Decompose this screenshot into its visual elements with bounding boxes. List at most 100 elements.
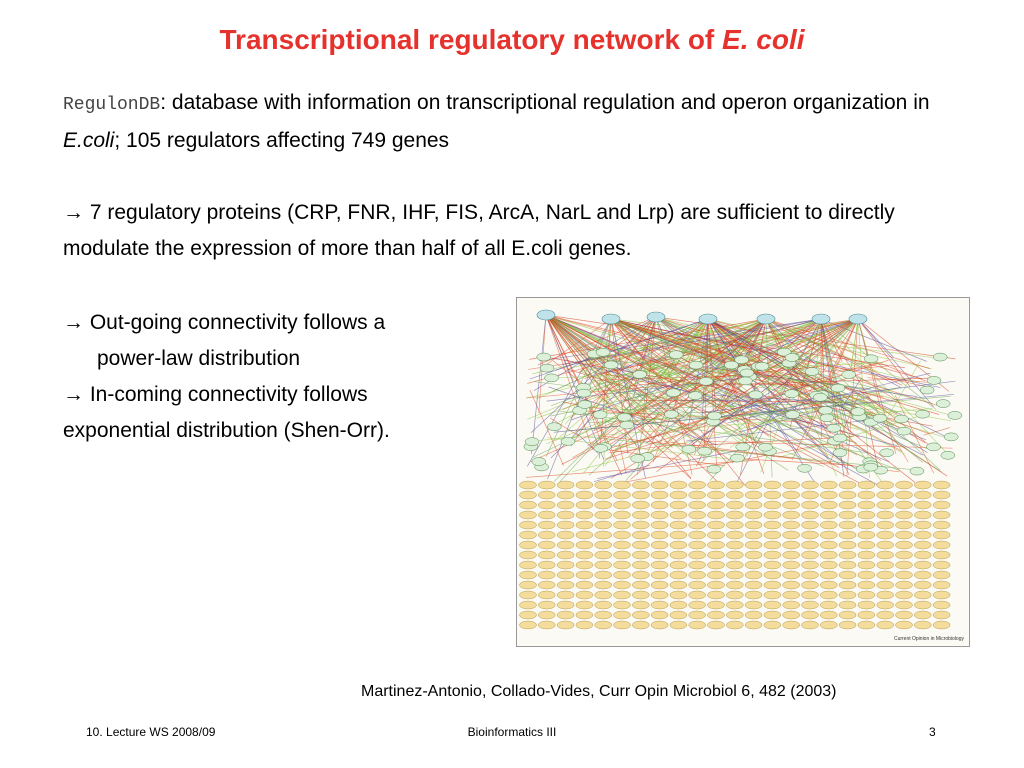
gene-node [876, 610, 894, 620]
gene-node [782, 610, 800, 620]
gene-node [820, 620, 838, 630]
gene-node [669, 480, 688, 490]
gene-node [538, 590, 556, 600]
gene-node [650, 480, 669, 490]
edge [545, 314, 673, 448]
edge [610, 318, 777, 428]
hub-node [646, 311, 666, 323]
regulator-node [879, 448, 894, 458]
gene-node [519, 500, 537, 510]
gene-node [519, 510, 537, 520]
gene-node [707, 480, 725, 490]
regulator-node [947, 411, 963, 420]
gene-node [763, 590, 782, 600]
gene-node [556, 540, 575, 550]
gene-node [744, 570, 763, 580]
edge [701, 318, 709, 419]
gene-node [688, 580, 706, 590]
edge [601, 435, 793, 459]
gene-node [820, 480, 838, 490]
gene-node [744, 530, 763, 540]
gene-node [707, 500, 725, 510]
gene-node [744, 620, 763, 630]
gene-node [895, 540, 913, 550]
gene-node [914, 570, 932, 580]
gene-node [669, 500, 688, 510]
gene-node [838, 530, 857, 540]
edge [894, 395, 935, 474]
gene-node [538, 530, 556, 540]
edge [587, 318, 767, 361]
regulator-node [592, 410, 608, 419]
edge [526, 318, 612, 467]
gene-node [801, 500, 819, 510]
edge [610, 318, 851, 371]
gene-node [895, 590, 913, 600]
edge [609, 442, 687, 454]
edge [724, 318, 859, 360]
gene-node [838, 570, 857, 580]
gene-node [519, 480, 537, 490]
gene-node [782, 580, 800, 590]
edge [547, 437, 729, 460]
gene-node [763, 570, 782, 580]
gene-node [688, 490, 706, 500]
gene-node [895, 480, 913, 490]
edge [648, 318, 859, 372]
edge [580, 364, 635, 392]
gene-node [726, 590, 744, 600]
gene-node [613, 490, 631, 500]
edge [707, 318, 922, 380]
gene-node [669, 570, 688, 580]
edge [533, 381, 736, 408]
edge [610, 318, 770, 437]
gene-node [763, 530, 782, 540]
gene-node [726, 530, 744, 540]
gene-node [744, 480, 763, 490]
gene-node [838, 540, 857, 550]
gene-node [613, 480, 631, 490]
gene-node [707, 560, 725, 570]
regulator-node [850, 407, 866, 416]
gene-node [782, 490, 800, 500]
gene-node [594, 620, 612, 630]
regulator-node [784, 389, 799, 398]
gene-node [632, 520, 650, 530]
gene-node [632, 600, 650, 610]
gene-node [575, 620, 594, 630]
gene-node [914, 480, 932, 490]
nodes [519, 309, 963, 630]
regulator-node [863, 462, 878, 472]
gene-node [820, 580, 838, 590]
regulator-node [872, 413, 888, 423]
gene-node [575, 500, 594, 510]
edge [687, 318, 709, 428]
gene-node [519, 530, 537, 540]
gene-node [538, 540, 556, 550]
regulator-node [544, 373, 559, 383]
gene-node [594, 580, 612, 590]
gene-node [632, 560, 650, 570]
edge [843, 377, 862, 405]
gene-node [519, 600, 537, 610]
edge [610, 318, 784, 372]
gene-node [914, 560, 932, 570]
gene-node [688, 510, 706, 520]
edge [765, 318, 878, 372]
gene-node [726, 620, 744, 630]
gene-node [763, 520, 782, 530]
footer-center: Bioinformatics III [467, 725, 557, 739]
regulator-node [630, 454, 645, 463]
gene-node [726, 580, 744, 590]
gene-node [726, 500, 744, 510]
bullet-line: → Out-going connectivity follows a [63, 311, 386, 334]
regulator-node [926, 442, 941, 452]
gene-node [914, 510, 932, 520]
edge [923, 427, 951, 436]
gene-node [594, 590, 612, 600]
gene-node [632, 510, 650, 520]
gene-node [932, 530, 951, 540]
regulator-node [830, 383, 846, 393]
gene-node [613, 530, 631, 540]
edge [610, 318, 806, 391]
